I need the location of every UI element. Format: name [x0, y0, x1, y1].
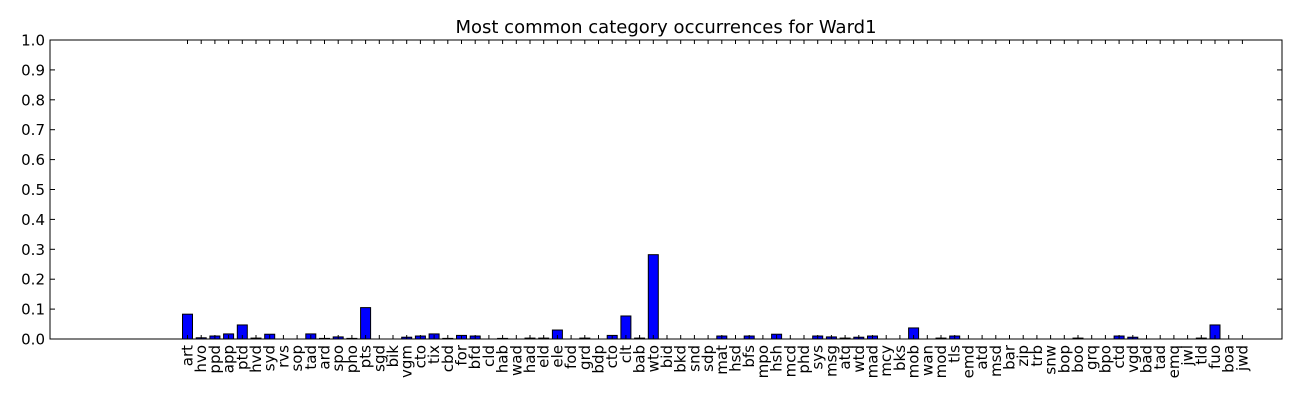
- x-tick-label: bik: [384, 345, 402, 368]
- x-tick-label: hvo: [192, 345, 210, 373]
- x-tick-label: bad: [1138, 345, 1156, 373]
- x-tick-label: ptd: [233, 345, 251, 370]
- x-tick-label: jwl: [1179, 345, 1197, 367]
- y-tick-label: 0.7: [21, 121, 45, 139]
- x-tick-label: sdp: [699, 345, 717, 372]
- x-tick-label: clt: [617, 345, 635, 363]
- x-tick-label: emd: [959, 345, 977, 378]
- x-tick-label: cto: [603, 345, 621, 368]
- y-tick-label: 0.3: [21, 241, 45, 259]
- y-tick-label: 0.4: [21, 211, 45, 229]
- x-tick-label: grq: [1083, 345, 1101, 370]
- x-tick-label: msd: [987, 345, 1005, 377]
- x-tick-label: mod: [932, 345, 950, 378]
- y-tick-label: 0.2: [21, 271, 45, 289]
- x-tick-label: app: [220, 345, 238, 373]
- x-tick-label: bkd: [672, 345, 690, 373]
- x-tick-label: atd: [973, 345, 991, 370]
- x-tick-label: mcd: [781, 345, 799, 377]
- x-tick-label: hvd: [247, 345, 265, 373]
- x-tick-label: bks: [891, 345, 909, 371]
- x-tick-label: cbd: [439, 345, 457, 372]
- x-tick-label: ele: [548, 345, 566, 368]
- x-tick-label: atq: [836, 345, 854, 370]
- x-tick-label: boa: [1220, 345, 1238, 373]
- y-tick-label: 0.0: [21, 331, 45, 349]
- x-tick-label: msg: [822, 345, 840, 377]
- x-tick-label: tad: [1151, 345, 1169, 370]
- x-tick-label: sys: [809, 345, 827, 370]
- x-tick-label: hab: [494, 345, 512, 373]
- x-tick-label: vgd: [1124, 345, 1142, 373]
- x-tick-label: ppd: [206, 345, 224, 374]
- x-tick-label: tix: [425, 345, 443, 364]
- x-tick-label: emq: [1165, 345, 1183, 378]
- x-tick-label: boo: [1069, 345, 1087, 373]
- x-tick-label: zip: [1014, 345, 1032, 367]
- x-tick-label: tls: [946, 345, 964, 363]
- ticks-layer: arthvoppdappptdhvdsydrvssoptadardspophop…: [21, 32, 1282, 378]
- x-tick-label: sgd: [370, 345, 388, 372]
- x-tick-label: sop: [288, 345, 306, 372]
- x-tick-label: pts: [357, 345, 375, 368]
- x-tick-label: phd: [795, 345, 813, 374]
- x-tick-label: vgm: [398, 345, 416, 378]
- x-tick-label: bfs: [740, 345, 758, 368]
- x-tick-label: hsh: [768, 345, 786, 372]
- x-tick-label: mad: [864, 345, 882, 378]
- y-tick-label: 0.1: [21, 301, 45, 319]
- x-tick-label: jwd: [1233, 345, 1251, 372]
- x-tick-label: grd: [576, 345, 594, 370]
- y-tick-label: 0.9: [21, 61, 45, 79]
- bars-layer: [182, 254, 1221, 340]
- x-tick-label: bar: [1001, 344, 1019, 370]
- x-tick-label: cto: [411, 345, 429, 368]
- y-tick-label: 0.6: [21, 151, 45, 169]
- plot-area-frame: [49, 39, 1283, 340]
- x-tick-label: bid: [658, 345, 676, 368]
- bar-wto: [647, 254, 659, 340]
- x-tick-label: snd: [685, 345, 703, 372]
- x-tick-label: art: [179, 345, 197, 366]
- x-tick-label: bfd: [466, 345, 484, 369]
- x-tick-label: spo: [329, 345, 347, 372]
- x-tick-label: hsd: [727, 345, 745, 372]
- x-tick-label: ctd: [1110, 345, 1128, 369]
- x-tick-label: bab: [631, 345, 649, 373]
- x-tick-label: ard: [316, 345, 334, 370]
- y-tick-label: 0.8: [21, 91, 45, 109]
- x-tick-label: wtd: [850, 345, 868, 373]
- x-tick-label: wto: [644, 345, 662, 372]
- x-tick-label: for: [453, 344, 471, 365]
- chart-title: Most common category occurrences for War…: [455, 17, 876, 38]
- x-tick-label: snw: [1042, 345, 1060, 375]
- x-tick-label: fod: [562, 345, 580, 369]
- x-tick-label: tld: [1192, 345, 1210, 365]
- x-tick-label: mob: [905, 345, 923, 378]
- x-tick-label: bpo: [1096, 345, 1114, 373]
- x-tick-label: had: [521, 345, 539, 373]
- x-tick-label: wan: [918, 345, 936, 376]
- x-tick-label: mpo: [754, 345, 772, 378]
- x-tick-label: tad: [302, 345, 320, 370]
- x-tick-label: mat: [713, 345, 731, 375]
- x-tick-label: bdp: [590, 345, 608, 374]
- bar-pts: [360, 307, 372, 340]
- y-tick-label: 1.0: [21, 32, 45, 50]
- x-tick-label: mcy: [877, 345, 895, 377]
- x-tick-label: pho: [343, 345, 361, 373]
- x-tick-label: rvs: [274, 345, 292, 368]
- x-tick-label: fuo: [1206, 345, 1224, 369]
- x-tick-label: cld: [480, 345, 498, 367]
- x-tick-label: bop: [1055, 345, 1073, 373]
- x-tick-label: wad: [507, 345, 525, 376]
- x-tick-label: trb: [1028, 345, 1046, 367]
- x-tick-label: syd: [261, 345, 279, 371]
- y-tick-label: 0.5: [21, 181, 45, 199]
- x-tick-label: eld: [535, 345, 553, 368]
